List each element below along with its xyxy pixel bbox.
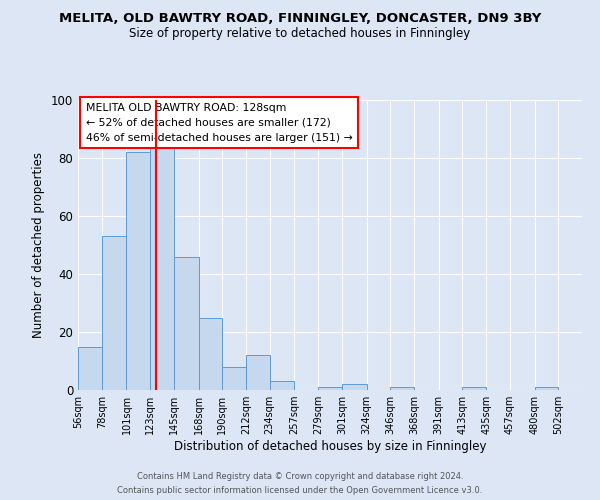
Bar (535, 387, 559, 390)
Y-axis label: Number of detached properties: Number of detached properties (32, 152, 46, 338)
Bar (174, 256, 199, 390)
Bar (463, 387, 486, 390)
Text: Contains HM Land Registry data © Crown copyright and database right 2024.: Contains HM Land Registry data © Crown c… (137, 472, 463, 481)
Bar (391, 387, 414, 390)
Bar (127, 152, 150, 390)
Bar (269, 382, 295, 390)
Bar (78, 346, 101, 390)
Text: MELITA, OLD BAWTRY ROAD, FINNINGLEY, DONCASTER, DN9 3BY: MELITA, OLD BAWTRY ROAD, FINNINGLEY, DON… (59, 12, 541, 26)
Bar (150, 144, 174, 390)
Text: MELITA OLD BAWTRY ROAD: 128sqm
← 52% of detached houses are smaller (172)
46% of: MELITA OLD BAWTRY ROAD: 128sqm ← 52% of … (86, 103, 352, 142)
Bar (223, 367, 246, 390)
Bar (318, 387, 342, 390)
Bar (199, 318, 223, 390)
Text: Contains public sector information licensed under the Open Government Licence v3: Contains public sector information licen… (118, 486, 482, 495)
Bar (101, 236, 127, 390)
Bar (246, 355, 269, 390)
Text: Size of property relative to detached houses in Finningley: Size of property relative to detached ho… (130, 28, 470, 40)
X-axis label: Distribution of detached houses by size in Finningley: Distribution of detached houses by size … (174, 440, 486, 453)
Bar (342, 384, 367, 390)
